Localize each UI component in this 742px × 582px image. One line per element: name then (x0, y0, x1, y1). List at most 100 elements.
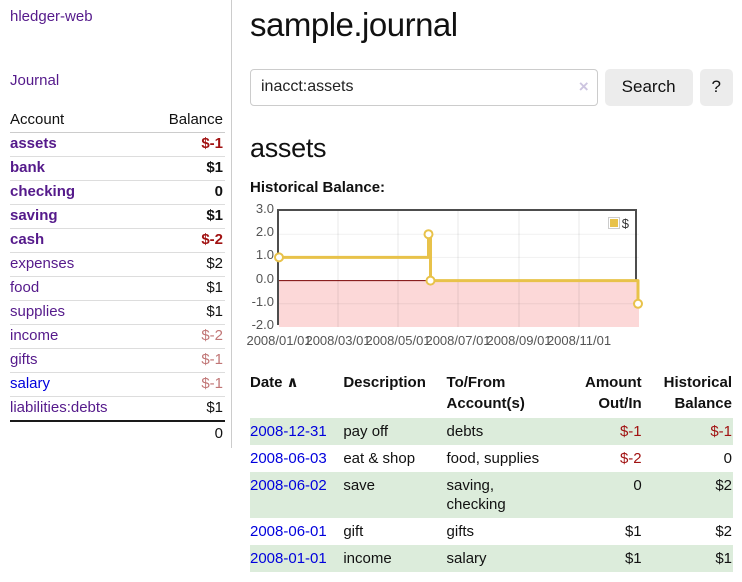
account-balance: $1 (146, 156, 225, 181)
account-link-gifts[interactable]: gifts (10, 351, 38, 368)
main-content: sample.journal × Search ? assets Histori… (232, 0, 742, 572)
register-row: 2008-06-01 gift gifts $1 $2 (250, 518, 733, 545)
transaction-amount: $1 (624, 522, 642, 540)
transaction-date-link[interactable]: 2008-01-01 (250, 549, 327, 567)
account-row: food $1 (10, 276, 225, 301)
account-balance: $-2 (146, 324, 225, 349)
account-row: expenses $2 (10, 252, 225, 277)
x-axis-tick-label: 2008/07/01 (425, 332, 491, 348)
register-header-to-from-account-s-: To/From Account(s) (446, 373, 525, 412)
search-button[interactable]: Search (604, 68, 693, 106)
account-row: salary $-1 (10, 372, 225, 397)
account-link-assets[interactable]: assets (10, 135, 57, 152)
y-axis-tick-label: -2.0 (251, 316, 274, 332)
account-balance: $-1 (146, 348, 225, 373)
account-link-expenses[interactable]: expenses (10, 255, 75, 272)
accounts-total-value: 0 (146, 420, 225, 446)
app-title-link[interactable]: hledger-web (10, 8, 93, 25)
transaction-date-link[interactable]: 2008-06-01 (250, 522, 327, 540)
account-row: income $-2 (10, 324, 225, 349)
register-header-amount-out-in: Amount Out/In (585, 373, 642, 412)
transaction-balance: $2 (641, 471, 733, 518)
transaction-description: income (343, 544, 447, 572)
x-axis-tick-label: 2008/03/01 (305, 332, 371, 348)
sidebar: hledger-web Journal Account Balance asse… (0, 0, 232, 448)
account-row: assets $-1 (10, 132, 225, 157)
register-row: 2008-06-03 eat & shop food, supplies $-2 0 (250, 445, 733, 472)
transaction-description: eat & shop (343, 449, 416, 467)
account-balance: $-1 (146, 372, 225, 397)
transaction-date-link[interactable]: 2008-06-02 (250, 476, 327, 494)
transaction-date-link[interactable]: 2008-12-31 (250, 422, 327, 440)
search-input[interactable] (250, 68, 598, 106)
x-axis-tick-label: 2008/09/01 (486, 332, 552, 348)
transaction-balance: $1 (641, 544, 733, 572)
y-axis-tick-label: -1.0 (251, 293, 274, 309)
register-table: Date ∧ Description To/From Account(s) Amount… (250, 370, 733, 572)
account-balance: 0 (146, 180, 225, 205)
account-row: saving $1 (10, 204, 225, 229)
transaction-balance: 0 (723, 449, 732, 467)
account-balance: $1 (206, 399, 223, 416)
account-row: bank $1 (10, 156, 225, 181)
transaction-amount: $1 (551, 544, 642, 572)
account-link-salary[interactable]: salary (10, 375, 51, 392)
account-link-cash[interactable]: cash (10, 231, 45, 248)
transaction-date-link[interactable]: 2008-06-03 (250, 449, 327, 467)
account-link-checking[interactable]: checking (10, 183, 76, 200)
transaction-balance: $2 (715, 522, 732, 540)
account-balance: $1 (146, 300, 225, 325)
x-axis-tick-label: 2008/05/01 (365, 332, 431, 348)
register-header-date[interactable]: Date ∧ (250, 373, 299, 391)
transaction-accounts: saving, checking (446, 471, 552, 518)
account-row: gifts $-1 (10, 348, 225, 373)
page-title: sample.journal (250, 6, 458, 43)
sort-ascending-icon: ∧ (286, 373, 299, 391)
account-row: supplies $1 (10, 300, 225, 325)
transaction-accounts: debts (446, 417, 552, 445)
transaction-amount: $-2 (619, 449, 642, 467)
transaction-amount: 0 (551, 471, 642, 518)
account-balance: $1 (146, 204, 225, 229)
search-bar: × Search ? (250, 68, 733, 106)
legend-swatch-icon (607, 217, 620, 230)
chart-title: Historical Balance: (250, 178, 386, 196)
register-header-historical-balance: Historical Balance (663, 373, 732, 412)
account-link-food[interactable]: food (10, 279, 40, 296)
account-heading: assets (250, 132, 327, 163)
historical-balance-chart: $ 3.0 2.0 1.0 0.0 -1.0 -2.0 2008/01/01 2008/03/… (246, 201, 733, 348)
account-row: checking 0 (10, 180, 225, 205)
register-header-description: Description (343, 373, 426, 391)
accounts-header-account: Account (10, 108, 147, 133)
transaction-balance: $-1 (641, 417, 733, 445)
transaction-amount: $-1 (551, 417, 642, 445)
transaction-description: save (343, 471, 447, 518)
account-balance: $-1 (146, 132, 225, 157)
y-axis-tick-label: 1.0 (255, 247, 274, 263)
accounts-header-balance: Balance (146, 108, 225, 133)
account-link-supplies[interactable]: supplies (10, 303, 66, 320)
sidebar-item-journal[interactable]: Journal (10, 72, 60, 89)
account-balance: $1 (146, 276, 225, 301)
accounts-table: Account Balance assets $-1 bank $1 checking 0… (10, 108, 225, 446)
register-row: 2008-12-31 pay off debts $-1 $-1 (250, 417, 733, 445)
x-axis-tick-label: 2008/11/01 (546, 332, 612, 348)
accounts-total-row: 0 (10, 420, 225, 446)
account-row: liabilities:debts $1 (10, 397, 225, 422)
x-axis-tick-label: 2008/01/01 (246, 332, 312, 348)
account-row: cash $-2 (10, 228, 225, 253)
account-link-bank[interactable]: bank (10, 159, 46, 176)
account-balance: $-2 (146, 228, 225, 253)
account-link-liabilities-debts[interactable]: liabilities:debts (10, 399, 108, 416)
y-axis-tick-label: 0.0 (255, 270, 274, 286)
register-row: 2008-01-01 income salary $1 $1 (250, 544, 733, 572)
account-link-income[interactable]: income (10, 327, 59, 344)
legend-label: $ (621, 215, 629, 231)
transaction-description: pay off (343, 417, 447, 445)
account-link-saving[interactable]: saving (10, 207, 58, 224)
clear-search-icon[interactable]: × (578, 76, 589, 96)
register-row: 2008-06-02 save saving, checking 0 $2 (250, 471, 733, 518)
help-button[interactable]: ? (699, 68, 733, 106)
transaction-accounts: gifts (446, 522, 475, 540)
